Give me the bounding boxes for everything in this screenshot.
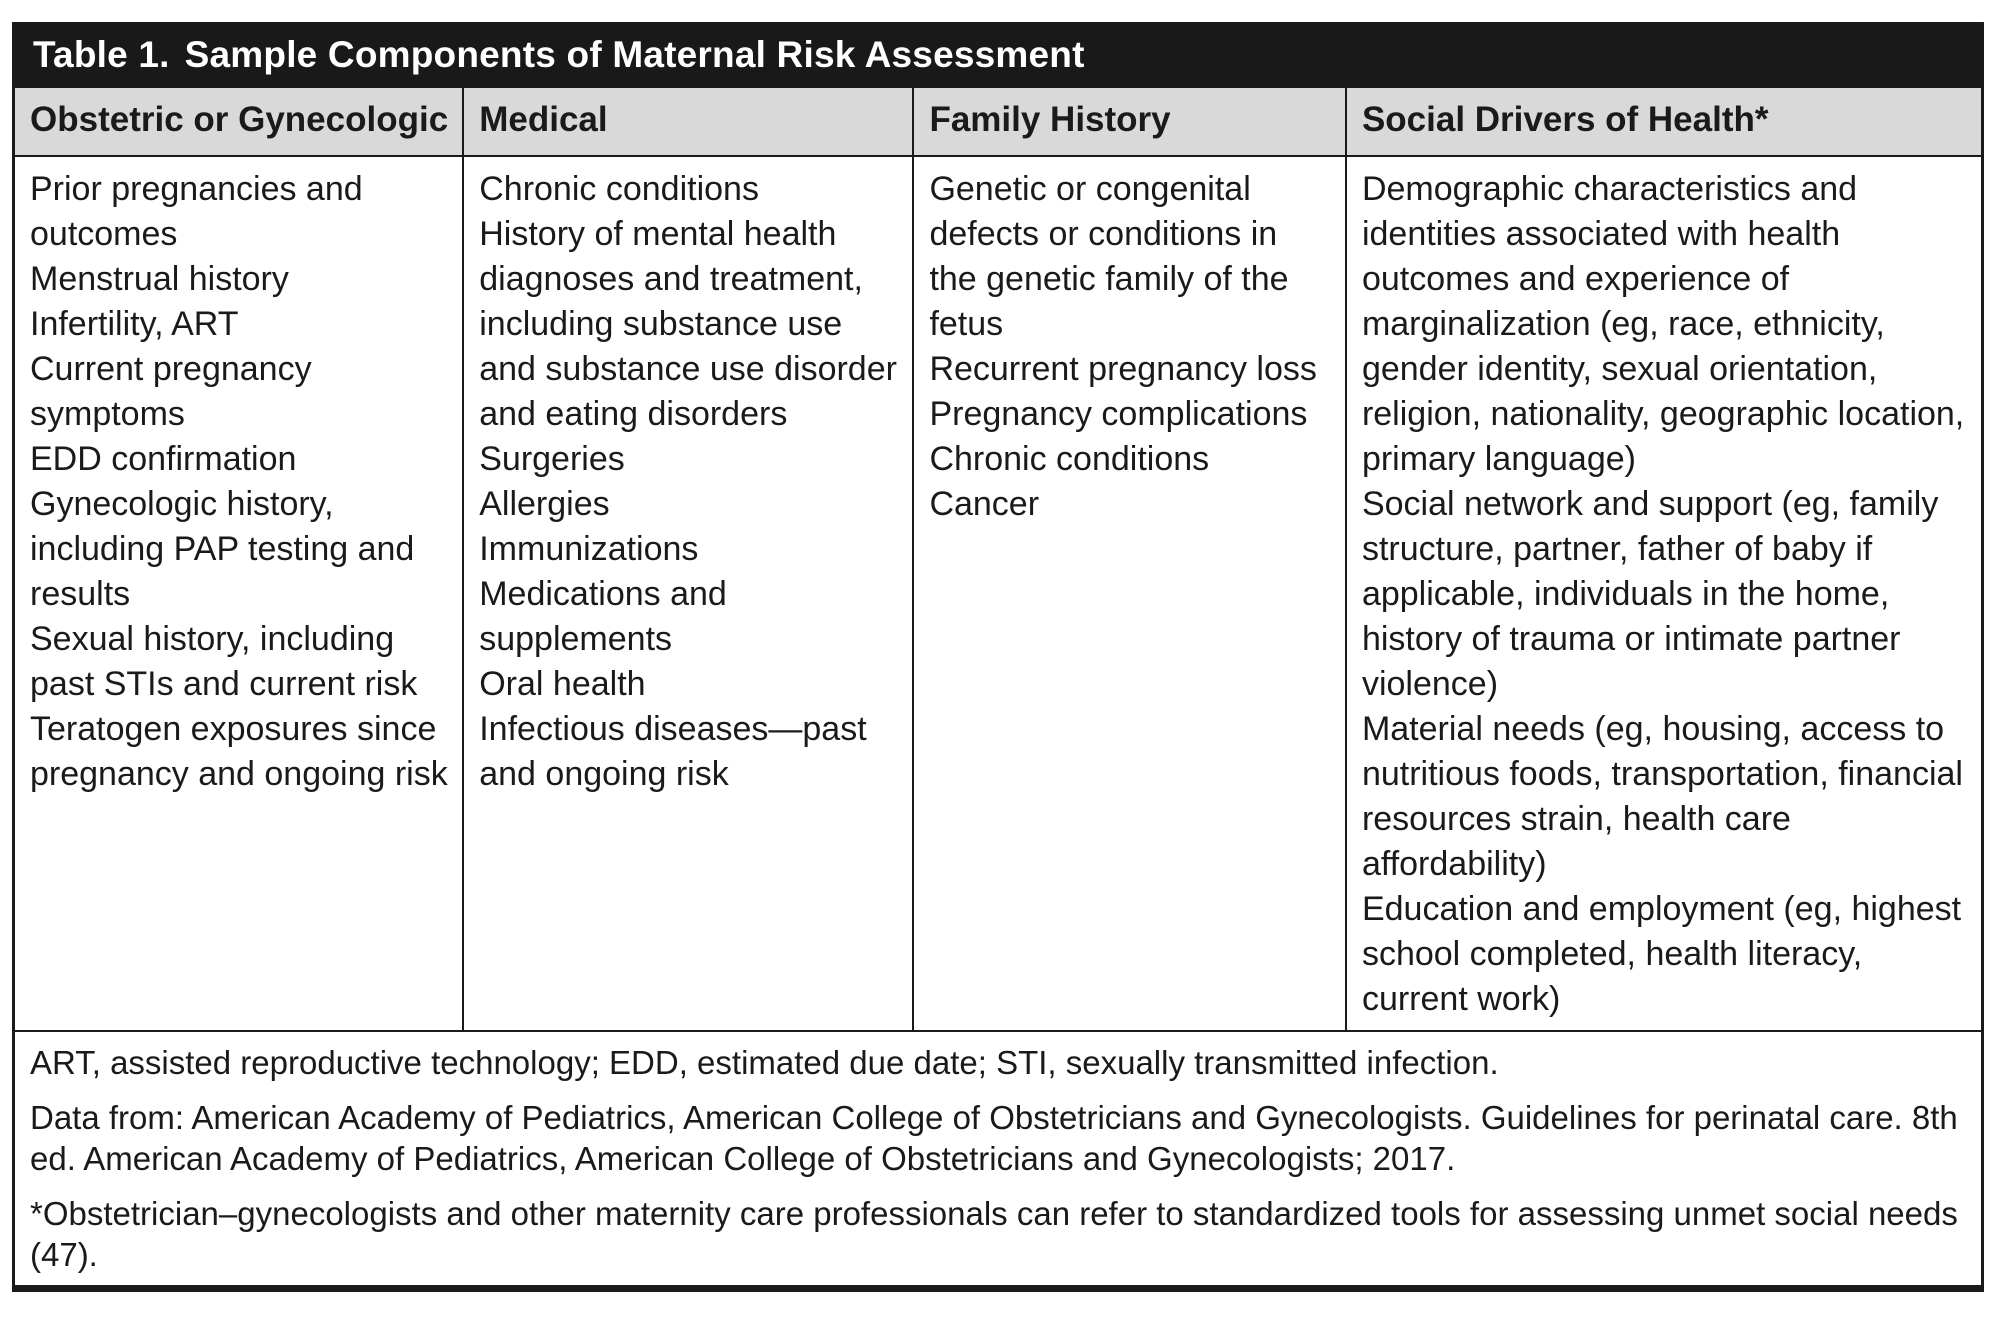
medical-items: Chronic conditions History of mental hea…	[479, 169, 897, 793]
footnote-abbreviations: ART, assisted reproductive technology; E…	[30, 1043, 1499, 1081]
footnote-row: ART, assisted reproductive technology; E…	[15, 1031, 1981, 1285]
table-title: Sample Components of Maternal Risk Asses…	[184, 34, 1085, 75]
column-header-obstetric-gynecologic: Obstetric or Gynecologic	[15, 88, 465, 157]
column-cell-medical: Chronic conditions History of mental hea…	[463, 155, 915, 1032]
column-header-social-drivers: Social Drivers of Health*	[1345, 88, 1981, 157]
obstetric-gynecologic-items: Prior pregnancies and outcomes Menstrual…	[30, 169, 448, 793]
social-drivers-items: Demographic characteristics and identiti…	[1361, 169, 1965, 1018]
footnote-asterisk: *Obstetrician–gynecologists and other ma…	[30, 1194, 1958, 1273]
column-header-family-history: Family History	[913, 88, 1347, 157]
column-header-medical: Medical	[463, 88, 915, 157]
column-cell-obstetric-gynecologic: Prior pregnancies and outcomes Menstrual…	[15, 155, 465, 1032]
column-cell-social-drivers: Demographic characteristics and identiti…	[1345, 155, 1981, 1032]
maternal-risk-table: Table 1. Sample Components of Maternal R…	[12, 22, 1984, 1292]
table-number-label: Table 1.	[33, 34, 170, 75]
body-row: Prior pregnancies and outcomes Menstrual…	[15, 155, 1981, 1032]
footnote-source: Data from: American Academy of Pediatric…	[30, 1098, 1958, 1177]
family-history-items: Genetic or congenital defects or conditi…	[929, 169, 1317, 523]
header-row: Obstetric or Gynecologic Medical Family …	[15, 88, 1981, 157]
footnote-section: ART, assisted reproductive technology; E…	[15, 1031, 1981, 1285]
table-grid: Obstetric or Gynecologic Medical Family …	[15, 88, 1981, 1285]
table-title-bar: Table 1. Sample Components of Maternal R…	[15, 22, 1981, 88]
column-cell-family-history: Genetic or congenital defects or conditi…	[913, 155, 1347, 1032]
